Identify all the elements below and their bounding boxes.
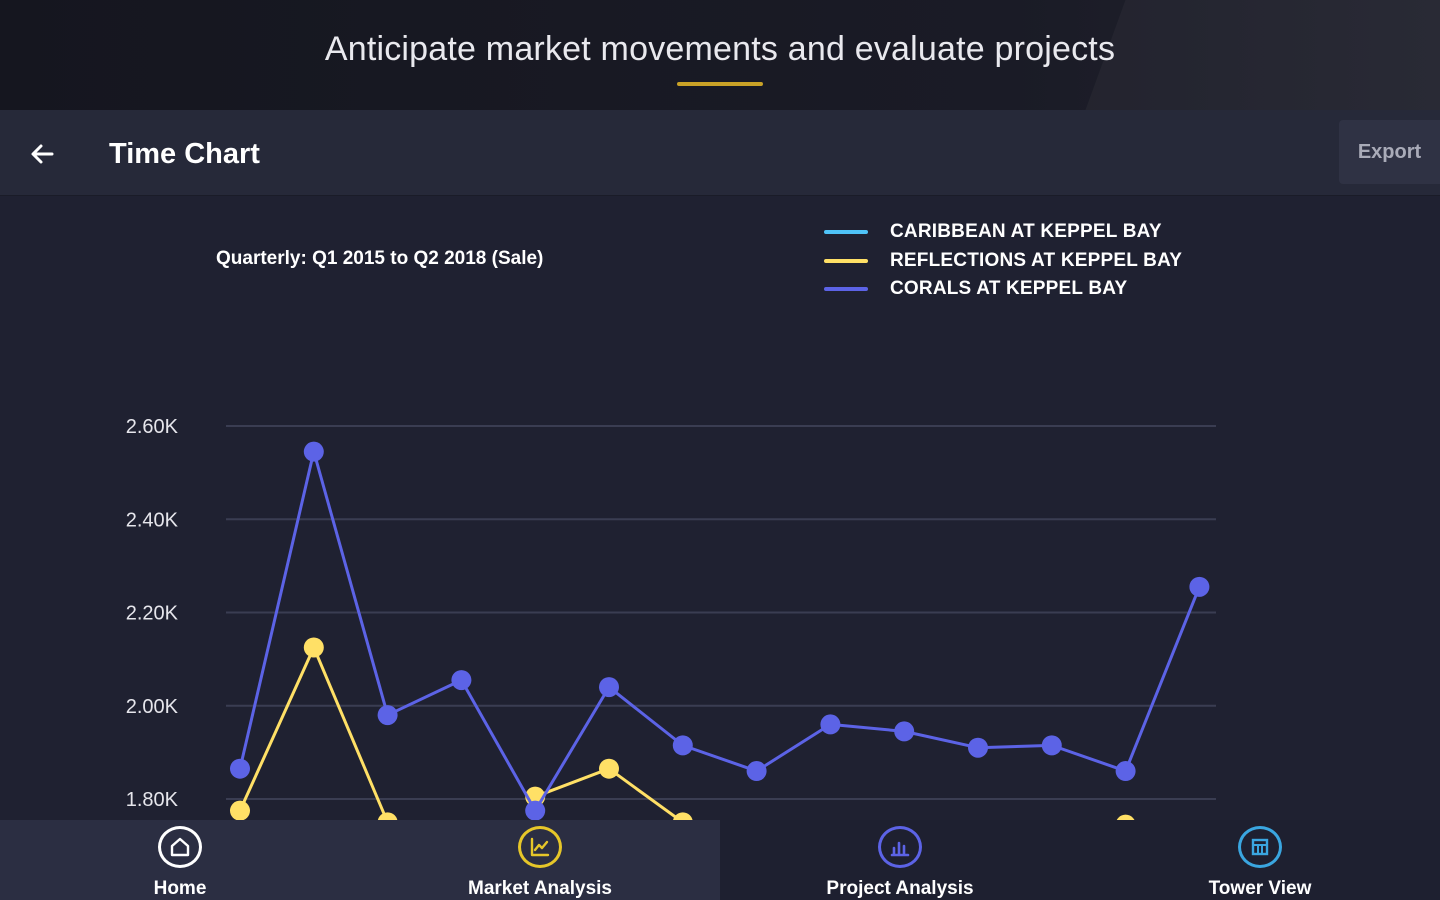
- bottom-navigation: Home Market Analysis Project Analysis To…: [0, 820, 1440, 900]
- series-line-segment: [608, 767, 683, 820]
- series-line-segment: [238, 646, 316, 812]
- series-line-segment: [533, 686, 611, 812]
- series-line-segment: [1051, 743, 1127, 773]
- nav-label: Tower View: [1208, 878, 1312, 899]
- export-button[interactable]: Export: [1339, 120, 1440, 184]
- series-line-segment: [386, 678, 463, 717]
- data-point: [303, 637, 324, 658]
- legend-label: CARIBBEAN AT KEPPEL BAY: [890, 221, 1162, 243]
- data-point: [599, 758, 619, 779]
- data-point: [377, 812, 398, 820]
- data-point: [303, 441, 324, 462]
- data-point: [230, 758, 250, 779]
- bar-chart-icon: [878, 826, 922, 868]
- legend-label: CORALS AT KEPPEL BAY: [890, 278, 1128, 300]
- series-line-segment: [608, 685, 684, 747]
- data-point: [673, 812, 693, 820]
- legend-item-caribbean[interactable]: CARIBBEAN AT KEPPEL BAY: [824, 218, 1182, 247]
- series-line-segment: [755, 723, 832, 773]
- line-chart-icon: [518, 826, 562, 868]
- toolbar: Time Chart Export: [0, 110, 1440, 196]
- series-line-segment: [238, 451, 316, 770]
- series-line-segment: [1124, 586, 1201, 772]
- series-line-segment: [903, 729, 979, 750]
- legend-item-reflections[interactable]: REFLECTIONS AT KEPPEL BAY: [824, 247, 1182, 276]
- time-chart: 1.80K 2.00K 2.20K 2.40K 2.60K: [126, 416, 1216, 820]
- chart-legend: CARIBBEAN AT KEPPEL BAY REFLECTIONS AT K…: [824, 218, 1182, 304]
- legend-swatch: [824, 230, 868, 235]
- data-point: [1116, 814, 1135, 820]
- arrow-left-icon: [31, 144, 54, 164]
- series-line-segment: [460, 679, 537, 812]
- data-point: [820, 714, 841, 735]
- y-tick-label: 1.80K: [126, 789, 179, 811]
- legend-swatch: [824, 258, 868, 263]
- legend-swatch: [824, 287, 868, 292]
- home-icon: [158, 826, 202, 868]
- banner-accent-underline: [677, 82, 763, 86]
- series-line-segment: [830, 722, 905, 733]
- legend-item-corals[interactable]: CORALS AT KEPPEL BAY: [824, 275, 1182, 304]
- nav-label: Project Analysis: [826, 878, 974, 899]
- header-banner: Anticipate market movements and evaluate…: [0, 0, 1440, 110]
- y-tick-label: 2.20K: [126, 603, 179, 625]
- chart-panel: Quarterly: Q1 2015 to Q2 2018 (Sale) CAR…: [0, 196, 1440, 820]
- nav-tab-project-analysis[interactable]: Project Analysis: [720, 820, 1080, 900]
- data-point: [525, 800, 546, 820]
- legend-label: REFLECTIONS AT KEPPEL BAY: [890, 249, 1183, 271]
- nav-tab-tower-view[interactable]: Tower View: [1080, 820, 1440, 900]
- back-button[interactable]: [22, 134, 62, 174]
- banner-title: Anticipate market movements and evaluate…: [324, 30, 1116, 68]
- nav-tab-market-analysis[interactable]: Market Analysis: [360, 820, 720, 900]
- data-point: [1115, 761, 1136, 782]
- data-point: [1189, 576, 1210, 597]
- series-line-segment: [312, 646, 389, 820]
- series-line-segment: [312, 451, 390, 716]
- data-point: [377, 705, 398, 726]
- series-line-segment: [977, 743, 1052, 750]
- page-title: Time Chart: [109, 138, 260, 170]
- data-point: [230, 800, 250, 820]
- nav-label: Market Analysis: [468, 878, 612, 899]
- data-point: [1041, 735, 1062, 756]
- y-tick-label: 2.40K: [126, 509, 179, 531]
- data-point: [894, 721, 915, 742]
- chart-subtitle: Quarterly: Q1 2015 to Q2 2018 (Sale): [216, 248, 544, 269]
- series-line-segment: [682, 743, 758, 773]
- data-point: [746, 761, 767, 782]
- y-tick-label: 2.00K: [126, 696, 179, 718]
- data-point: [599, 677, 619, 698]
- nav-label: Home: [153, 878, 207, 899]
- y-tick-label: 2.60K: [126, 416, 179, 438]
- data-point: [968, 737, 988, 758]
- data-point: [451, 670, 472, 691]
- data-point: [672, 735, 693, 756]
- building-icon: [1238, 826, 1282, 868]
- nav-tab-home[interactable]: Home: [0, 820, 360, 900]
